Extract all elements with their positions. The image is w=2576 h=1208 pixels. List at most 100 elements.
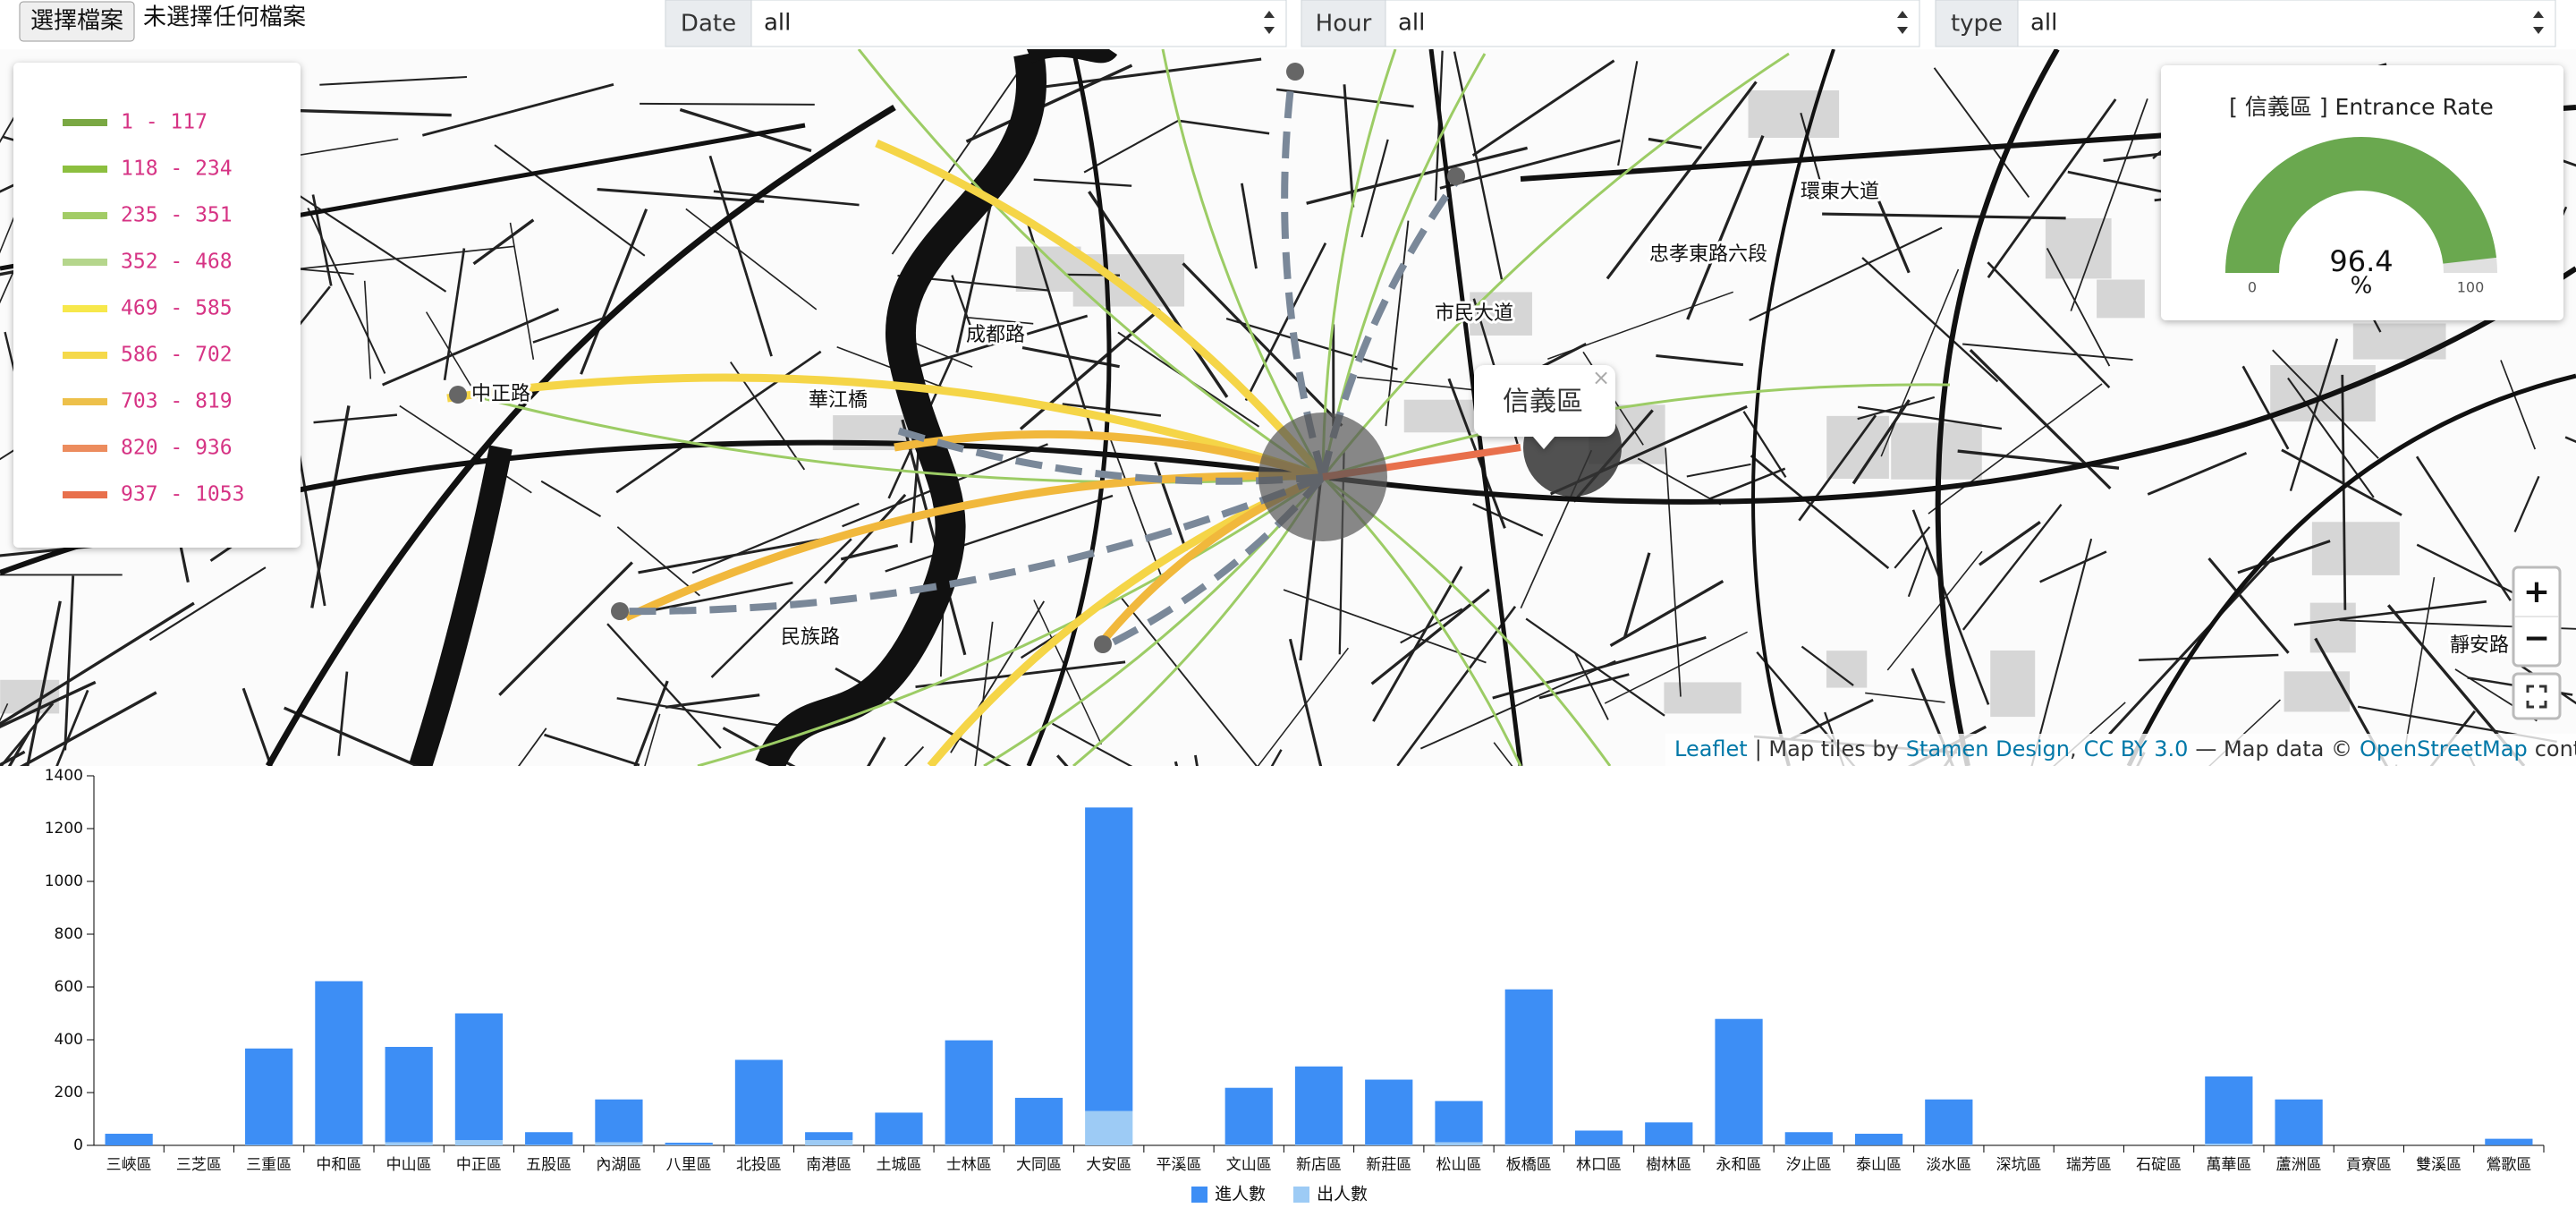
map-street (1749, 226, 1943, 321)
bar (1294, 1144, 1343, 1145)
map-street (1987, 261, 2111, 389)
x-tick-label: 板橋區 (1506, 1156, 1552, 1174)
attribution-link[interactable]: Leaflet (1674, 736, 1748, 761)
map-street (640, 102, 815, 106)
attribution-link[interactable]: OpenStreetMap (2360, 736, 2528, 761)
legend-label: 586 - 702 (121, 344, 233, 367)
filter-value[interactable]: all (1398, 10, 1425, 37)
map-label: 忠孝東路六段 (1649, 243, 1767, 266)
map-street (1180, 119, 1270, 135)
y-tick-label: 400 (55, 1031, 83, 1049)
map-street (1790, 698, 1874, 741)
map-street (1617, 61, 1639, 166)
map-street (2053, 702, 2126, 766)
gauge-max: 100 (2457, 279, 2485, 296)
legend-label[interactable]: 出人數 (1317, 1185, 1368, 1204)
map-label: 中正路 (471, 383, 530, 405)
select-arrows (2533, 11, 2544, 34)
map-street (2039, 550, 2107, 583)
zoom-out[interactable]: − (2523, 620, 2550, 657)
map-street (580, 208, 648, 375)
map-street (1288, 638, 1323, 766)
map-street (679, 107, 812, 153)
map-label: 華江橋 (809, 389, 868, 412)
map-street (1907, 544, 1928, 598)
bar (1085, 807, 1133, 1111)
bar (1224, 1087, 1273, 1145)
filter-select[interactable] (1385, 0, 1920, 47)
map-street (1419, 659, 1616, 750)
x-tick-label: 三重區 (246, 1156, 292, 1174)
bar (1784, 1132, 1833, 1145)
map-street (665, 693, 760, 709)
map-street (2139, 653, 2279, 662)
filter-value[interactable]: all (764, 10, 791, 37)
map-street (1472, 503, 1544, 537)
map-street (2070, 98, 2148, 311)
map-street (498, 561, 633, 696)
map-street (840, 543, 899, 561)
map-street (310, 405, 351, 608)
bar (454, 1140, 504, 1145)
map-street (19, 691, 157, 766)
legend-label[interactable]: 進人數 (1215, 1185, 1266, 1204)
map-street (1119, 596, 1258, 766)
map-street (278, 108, 452, 117)
map-street (1933, 67, 2030, 198)
legend-label: 703 - 819 (121, 390, 233, 413)
map-street (2272, 349, 2379, 459)
filter-select[interactable] (750, 0, 1287, 47)
bar (525, 1132, 573, 1145)
map-street (903, 745, 925, 766)
flow-line (875, 139, 1326, 480)
map-street (955, 196, 994, 353)
bar (805, 1140, 853, 1145)
x-tick-label: 新莊區 (1366, 1156, 1411, 1174)
flow-line (624, 472, 1324, 622)
file-button[interactable] (19, 1, 135, 42)
map-patch (1990, 650, 2036, 718)
map-street (242, 687, 273, 766)
map-street (1372, 566, 1463, 722)
map-street (313, 413, 398, 424)
map-street (1396, 605, 1517, 766)
filter-label: type (1951, 11, 2003, 38)
file-button-label[interactable]: 選擇檔案 (30, 8, 123, 35)
filter-value[interactable]: all (2030, 10, 2057, 37)
map-street (64, 575, 75, 751)
map-street (1385, 220, 1410, 427)
bar (2275, 1099, 2323, 1145)
map-street (1606, 81, 1758, 280)
attribution-link[interactable]: Stamen Design (1906, 736, 2070, 761)
map-street (2513, 475, 2540, 532)
bar (945, 1040, 993, 1144)
map-street (148, 566, 267, 642)
map-street (1033, 600, 1103, 745)
zoom-in[interactable]: + (2523, 574, 2550, 610)
map-street (1861, 257, 1999, 383)
filter-select[interactable] (2017, 0, 2556, 47)
map-patch (1748, 89, 1840, 139)
popup-close[interactable]: × (1592, 365, 1610, 390)
x-tick-label: 松山區 (1436, 1156, 1482, 1174)
map-street (1083, 119, 1180, 174)
map-label: 成都路 (966, 324, 1025, 346)
map-street (1623, 552, 1651, 639)
attribution-text: contributors (2535, 736, 2576, 761)
fullscreen-button[interactable] (2512, 672, 2562, 720)
bar (1715, 1144, 1763, 1145)
map-river (755, 50, 1046, 766)
map-street (2415, 455, 2512, 601)
map-street (540, 480, 602, 517)
map-street (421, 83, 614, 137)
x-tick-label: 內湖區 (596, 1156, 641, 1174)
x-tick-label: 五股區 (526, 1156, 572, 1174)
map-street (1244, 242, 1327, 402)
bar (595, 1099, 643, 1143)
map-label: 民族路 (781, 626, 840, 649)
attribution-link[interactable]: CC BY 3.0 (2084, 736, 2189, 761)
map-street (1880, 268, 1960, 457)
attribution-bg (1665, 734, 2576, 766)
